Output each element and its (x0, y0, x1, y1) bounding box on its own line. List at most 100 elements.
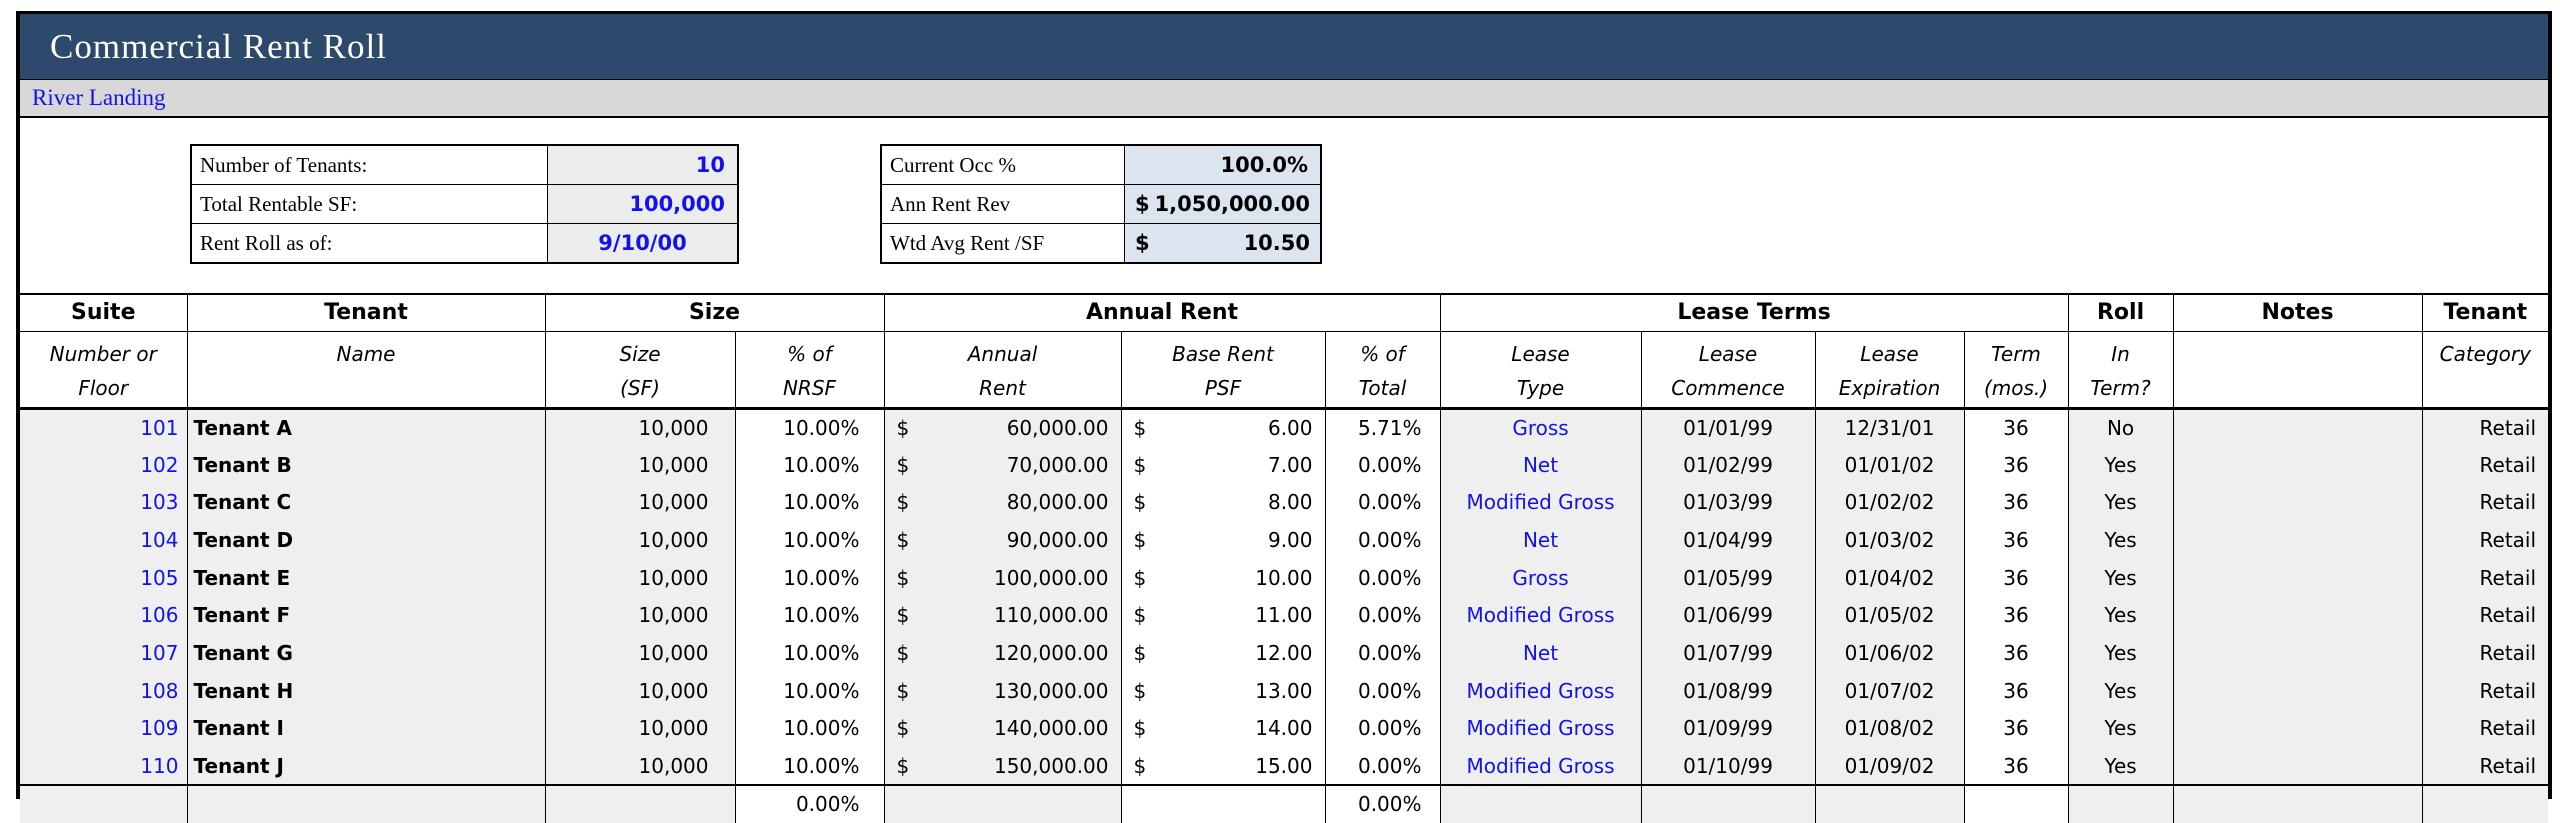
cell-category[interactable] (2421, 783, 2549, 823)
cell-pct-total[interactable]: 0.00% (1324, 709, 1441, 748)
cell-category[interactable]: Retail (2421, 558, 2549, 597)
cell-category[interactable]: Retail (2421, 596, 2549, 635)
rent-roll-date-cell[interactable]: 9/10/00 (548, 224, 737, 262)
cell-in-term[interactable]: Yes (2067, 634, 2174, 672)
cell-base-rent-psf[interactable]: $ 7.00 (1120, 445, 1325, 484)
cell-lease-type[interactable]: Modified Gross (1439, 483, 1642, 522)
cell-annual-rent[interactable]: $ 60,000.00 (883, 408, 1121, 446)
cell-lease-commence[interactable]: 01/04/99 (1640, 521, 1816, 559)
cell-lease-type[interactable]: Net (1439, 634, 1642, 672)
cell-suite[interactable]: 107 (140, 640, 179, 665)
cell-term[interactable]: 36 (1963, 521, 2069, 559)
cell-size[interactable]: 10,000 (544, 521, 735, 559)
cell-in-term[interactable]: Yes (2067, 483, 2174, 522)
cell-tenant-name[interactable]: Tenant F (186, 596, 545, 635)
cell-annual-rent[interactable]: $ 70,000.00 (883, 445, 1121, 484)
cell-base-rent-psf[interactable]: $ 15.00 (1120, 747, 1325, 785)
current-occupancy-cell[interactable]: 100.0% (1125, 146, 1320, 184)
cell-tenant-name[interactable]: Tenant C (186, 483, 545, 522)
cell-size[interactable]: 10,000 (544, 408, 735, 446)
cell-category[interactable]: Retail (2421, 521, 2549, 559)
cell-size[interactable]: 10,000 (544, 671, 735, 710)
cell-lease-commence[interactable]: 01/02/99 (1640, 445, 1816, 484)
cell-term[interactable]: 36 (1963, 747, 2069, 785)
cell-pct-total[interactable]: 0.00% (1324, 671, 1441, 710)
cell-size[interactable]: 10,000 (544, 747, 735, 785)
cell-pct-total[interactable]: 0.00% (1324, 634, 1441, 672)
cell-pct-nrsf[interactable]: 10.00% (734, 408, 884, 446)
cell-term[interactable]: 36 (1963, 558, 2069, 597)
cell-size[interactable]: 10,000 (544, 596, 735, 635)
cell-tenant-name[interactable]: Tenant G (186, 634, 545, 672)
cell-lease-expiration[interactable]: 01/06/02 (1814, 634, 1965, 672)
cell-pct-nrsf[interactable]: 10.00% (734, 671, 884, 710)
cell-base-rent-psf[interactable] (1120, 783, 1325, 823)
cell-tenant-name[interactable]: Tenant H (186, 671, 545, 710)
cell-suite[interactable]: 102 (140, 452, 179, 477)
cell-suite[interactable]: 104 (140, 527, 179, 552)
cell-size[interactable]: 10,000 (544, 709, 735, 748)
cell-annual-rent[interactable]: $ 100,000.00 (883, 558, 1121, 597)
cell-term[interactable]: 36 (1963, 634, 2069, 672)
cell-category[interactable]: Retail (2421, 671, 2549, 710)
cell-notes[interactable] (2172, 747, 2423, 785)
cell-in-term[interactable] (2067, 783, 2174, 823)
wtd-avg-rent-cell[interactable]: $ 10.50 (1125, 224, 1320, 262)
cell-tenant-name[interactable]: Tenant A (186, 408, 545, 446)
cell-pct-total[interactable]: 0.00% (1324, 558, 1441, 597)
cell-base-rent-psf[interactable]: $ 13.00 (1120, 671, 1325, 710)
cell-notes[interactable] (2172, 671, 2423, 710)
cell-lease-type[interactable]: Gross (1439, 558, 1642, 597)
cell-suite[interactable]: 101 (140, 415, 179, 440)
cell-tenant-name[interactable]: Tenant J (186, 747, 545, 785)
cell-category[interactable]: Retail (2421, 634, 2549, 672)
cell-annual-rent[interactable]: $ 150,000.00 (883, 747, 1121, 785)
cell-size[interactable]: 10,000 (544, 483, 735, 522)
cell-in-term[interactable]: Yes (2067, 747, 2174, 785)
cell-annual-rent[interactable]: $ 130,000.00 (883, 671, 1121, 710)
cell-term[interactable]: 36 (1963, 483, 2069, 522)
cell-lease-type[interactable]: Modified Gross (1439, 747, 1642, 785)
cell-lease-commence[interactable]: 01/05/99 (1640, 558, 1816, 597)
cell-lease-commence[interactable]: 01/03/99 (1640, 483, 1816, 522)
number-of-tenants-cell[interactable]: 10 (548, 146, 737, 184)
cell-annual-rent[interactable]: $ 110,000.00 (883, 596, 1121, 635)
cell-suite[interactable]: 106 (140, 603, 179, 628)
property-bar[interactable]: River Landing (20, 79, 2548, 118)
cell-lease-expiration[interactable]: 01/09/02 (1814, 747, 1965, 785)
cell-size[interactable]: 10,000 (544, 558, 735, 597)
cell-lease-expiration[interactable]: 12/31/01 (1814, 408, 1965, 446)
cell-notes[interactable] (2172, 596, 2423, 635)
cell-pct-nrsf[interactable]: 10.00% (734, 445, 884, 484)
cell-base-rent-psf[interactable]: $ 10.00 (1120, 558, 1325, 597)
cell-lease-commence[interactable]: 01/06/99 (1640, 596, 1816, 635)
cell-term[interactable] (1963, 783, 2069, 823)
cell-base-rent-psf[interactable]: $ 14.00 (1120, 709, 1325, 748)
cell-lease-commence[interactable]: 01/08/99 (1640, 671, 1816, 710)
cell-in-term[interactable]: No (2067, 408, 2174, 446)
cell-lease-commence[interactable]: 01/10/99 (1640, 747, 1816, 785)
cell-notes[interactable] (2172, 709, 2423, 748)
cell-in-term[interactable]: Yes (2067, 671, 2174, 710)
cell-category[interactable]: Retail (2421, 709, 2549, 748)
annual-rent-revenue-cell[interactable]: $ 1,050,000.00 (1125, 185, 1320, 223)
cell-tenant-name[interactable] (186, 783, 545, 823)
cell-lease-expiration[interactable]: 01/03/02 (1814, 521, 1965, 559)
cell-lease-commence[interactable]: 01/09/99 (1640, 709, 1816, 748)
cell-base-rent-psf[interactable]: $ 6.00 (1120, 408, 1325, 446)
cell-category[interactable]: Retail (2421, 747, 2549, 785)
cell-lease-commence[interactable]: 01/01/99 (1640, 408, 1816, 446)
cell-annual-rent[interactable]: $ 140,000.00 (883, 709, 1121, 748)
cell-annual-rent[interactable] (883, 783, 1121, 823)
cell-pct-nrsf[interactable]: 10.00% (734, 709, 884, 748)
cell-suite[interactable] (20, 783, 187, 823)
cell-notes[interactable] (2172, 483, 2423, 522)
cell-lease-type[interactable] (1439, 783, 1642, 823)
cell-suite[interactable]: 103 (140, 490, 179, 515)
cell-size[interactable]: 10,000 (544, 445, 735, 484)
cell-notes[interactable] (2172, 558, 2423, 597)
cell-notes[interactable] (2172, 783, 2423, 823)
cell-term[interactable]: 36 (1963, 709, 2069, 748)
cell-notes[interactable] (2172, 521, 2423, 559)
cell-notes[interactable] (2172, 408, 2423, 446)
